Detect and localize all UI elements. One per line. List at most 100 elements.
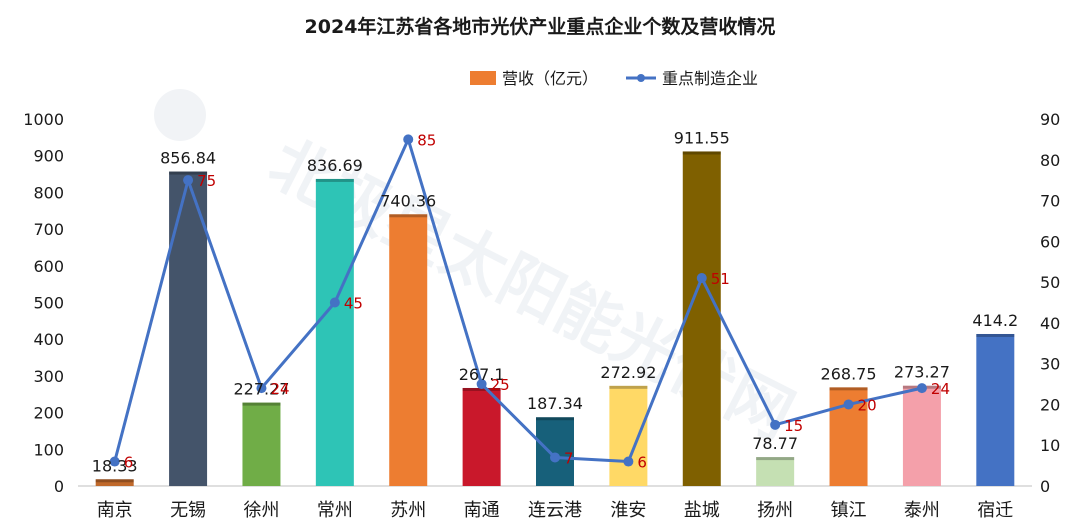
bar	[609, 385, 648, 486]
bar	[976, 333, 1015, 486]
y-left-tick-label: 200	[33, 404, 64, 423]
line-value-label: 6	[637, 454, 647, 472]
bar	[95, 479, 134, 486]
y-left-tick-label: 800	[33, 183, 64, 202]
x-category-label: 扬州	[757, 500, 793, 521]
y-left-tick-label: 700	[33, 220, 64, 239]
line-value-label: 24	[270, 380, 289, 398]
bar-value-label: 740.36	[380, 191, 436, 210]
bar-value-label: 267.1	[459, 365, 505, 384]
line-value-label: 24	[931, 380, 950, 398]
line-value-label: 25	[491, 376, 510, 394]
bars	[95, 151, 1015, 487]
line-point	[476, 379, 487, 390]
line-point	[916, 383, 927, 394]
bar-value-label: 227.27	[233, 380, 289, 399]
y-right-tick-label: 0	[1040, 477, 1050, 496]
line-value-label: 85	[417, 131, 436, 149]
bar	[756, 457, 795, 486]
line-point	[403, 134, 414, 145]
bar-top-edge	[536, 417, 574, 421]
y-right-tick-label: 60	[1040, 232, 1060, 251]
line-point	[256, 383, 267, 394]
y-right-tick-label: 80	[1040, 151, 1060, 170]
bar-value-label: 272.92	[600, 363, 656, 382]
bar-value-label: 268.75	[821, 364, 877, 383]
y-left-tick-label: 1000	[23, 110, 64, 129]
bar-value-label: 273.27	[894, 363, 950, 382]
x-category-label: 南京	[97, 500, 133, 521]
bar-top-edge	[462, 387, 501, 391]
data-labels: 18.33 856.84 227.27 836.69 740.36 267.1 187.34…	[92, 128, 1018, 475]
line-point	[550, 452, 560, 463]
bar	[902, 385, 941, 486]
line-point	[696, 273, 707, 284]
bar-value-label: 911.55	[674, 128, 730, 147]
bar-top-edge	[95, 479, 134, 483]
bar	[315, 178, 354, 487]
bar-top-edge	[315, 178, 354, 182]
line-value-label: 45	[344, 295, 363, 313]
legend-label-revenue: 营收（亿元）	[502, 69, 598, 88]
bar-top-edge	[976, 333, 1015, 337]
line-value-label: 75	[197, 172, 216, 190]
bar-value-label: 78.77	[752, 434, 798, 453]
x-category-label: 淮安	[610, 500, 646, 521]
y-left-tick-label: 900	[33, 147, 64, 166]
legend-swatch-revenue	[470, 71, 496, 85]
y-right-tick-label: 30	[1040, 355, 1060, 374]
line-value-label: 20	[858, 396, 877, 414]
y-left-tick-label: 600	[33, 257, 64, 276]
bar-value-label: 187.34	[527, 394, 583, 413]
line-point	[329, 297, 340, 308]
bar-top-edge	[609, 385, 648, 389]
line-path	[113, 137, 923, 464]
y-left-tick-label: 400	[33, 330, 64, 349]
x-category-label: 镇江	[831, 500, 867, 521]
bar	[462, 387, 501, 486]
y-right-tick-label: 70	[1040, 192, 1060, 211]
line-point	[109, 456, 120, 467]
bar-value-label: 414.2	[972, 311, 1018, 330]
watermark-logo-icon	[154, 89, 206, 141]
bar-top-edge	[242, 402, 281, 406]
y-right-tick-label: 50	[1040, 273, 1060, 292]
bar	[536, 417, 574, 486]
x-category-label: 盐城	[684, 500, 720, 521]
legend: 营收（亿元） 重点制造企业	[470, 69, 758, 88]
bar-value-label: 836.69	[307, 156, 363, 175]
axes: 0 100 200 300 400 500 600 700 800 900 1000 0 10 20 30 4…	[23, 110, 1060, 521]
line-value-label: 6	[124, 454, 134, 472]
legend-marker-enterprises	[637, 74, 645, 82]
line-point	[770, 419, 781, 430]
x-category-label: 无锡	[170, 500, 206, 521]
line-series	[109, 134, 927, 467]
legend-label-enterprises: 重点制造企业	[662, 69, 758, 88]
chart-title: 2024年江苏省各地市光伏产业重点企业个数及营收情况	[305, 15, 776, 38]
bar-top-edge	[756, 457, 795, 461]
y-left-tick-label: 100	[33, 440, 64, 459]
bar	[682, 151, 721, 486]
bar-top-edge	[389, 214, 428, 218]
line-point	[183, 175, 194, 186]
line-value-label: 7	[564, 449, 574, 467]
x-category-label: 徐州	[243, 500, 279, 521]
x-category-label: 连云港	[528, 500, 582, 521]
bar-top-edge	[682, 151, 721, 155]
x-category-label: 泰州	[904, 500, 940, 521]
bar-top-edge	[169, 171, 208, 175]
y-right-tick-label: 40	[1040, 314, 1060, 333]
x-category-label: 苏州	[390, 500, 426, 521]
line-value-label: 51	[711, 270, 730, 288]
y-right-tick-label: 20	[1040, 395, 1060, 414]
line-point	[843, 399, 854, 410]
x-category-label: 南通	[464, 500, 500, 521]
bar	[389, 214, 428, 486]
bar	[242, 402, 281, 486]
line-point	[623, 456, 634, 467]
y-right-tick-label: 90	[1040, 110, 1060, 129]
y-right-tick-label: 10	[1040, 436, 1060, 455]
x-category-label: 宿迁	[977, 500, 1013, 521]
bar-top-edge	[829, 387, 868, 391]
